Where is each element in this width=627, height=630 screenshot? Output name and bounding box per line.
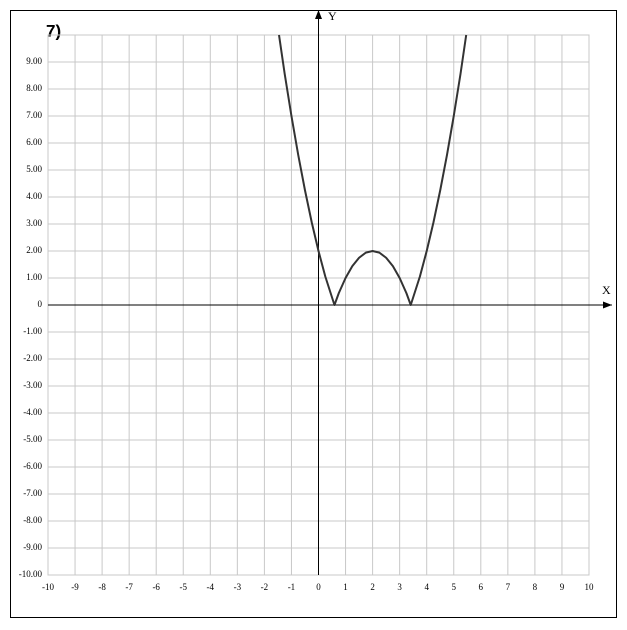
curve <box>278 34 468 306</box>
x-tick-label: 0 <box>316 582 321 592</box>
y-tick-label: -3.00 <box>23 380 42 390</box>
x-tick-label: 4 <box>424 582 429 592</box>
y-tick-label: 4.00 <box>26 191 42 201</box>
y-axis-label: Y <box>328 9 337 23</box>
y-tick-label: -5.00 <box>23 434 42 444</box>
y-tick-label: 2.00 <box>26 245 42 255</box>
y-tick-label: 1.00 <box>26 272 42 282</box>
y-tick-label: 6.00 <box>26 137 42 147</box>
y-tick-label: -7.00 <box>23 488 42 498</box>
y-axis-arrow <box>315 10 322 19</box>
x-tick-label: 5 <box>452 582 457 592</box>
y-tick-label: -6.00 <box>23 461 42 471</box>
x-tick-label: 1 <box>343 582 348 592</box>
y-tick-label: -4.00 <box>23 407 42 417</box>
y-tick-label: -2.00 <box>23 353 42 363</box>
x-tick-label: -10 <box>42 582 54 592</box>
x-tick-label: -8 <box>98 582 106 592</box>
x-tick-label: 6 <box>479 582 484 592</box>
x-tick-label: 8 <box>533 582 538 592</box>
y-tick-label: 8.00 <box>26 83 42 93</box>
y-tick-label: -10.00 <box>19 569 43 579</box>
chart-title: 7) <box>46 21 61 40</box>
frame <box>10 10 617 618</box>
x-tick-label: -7 <box>125 582 133 592</box>
y-tick-label: -8.00 <box>23 515 42 525</box>
y-tick-label: 3.00 <box>26 218 42 228</box>
x-tick-label: -1 <box>288 582 296 592</box>
x-tick-label: -6 <box>152 582 160 592</box>
x-tick-label: -2 <box>261 582 269 592</box>
y-tick-label: 5.00 <box>26 164 42 174</box>
x-tick-label: 9 <box>560 582 565 592</box>
x-tick-label: 7 <box>506 582 511 592</box>
x-tick-label: 2 <box>370 582 375 592</box>
y-tick-label: 9.00 <box>26 56 42 66</box>
x-tick-label: -4 <box>207 582 215 592</box>
y-tick-label: 0 <box>38 299 43 309</box>
x-tick-label: -9 <box>71 582 79 592</box>
y-tick-label: -1.00 <box>23 326 42 336</box>
x-tick-label: 10 <box>585 582 595 592</box>
x-axis-arrow <box>603 301 612 309</box>
y-tick-label: 7.00 <box>26 110 42 120</box>
x-axis-label: X <box>602 283 611 297</box>
x-tick-label: 3 <box>397 582 402 592</box>
x-tick-label: -3 <box>234 582 242 592</box>
x-tick-label: -5 <box>180 582 188 592</box>
y-tick-label: -9.00 <box>23 542 42 552</box>
